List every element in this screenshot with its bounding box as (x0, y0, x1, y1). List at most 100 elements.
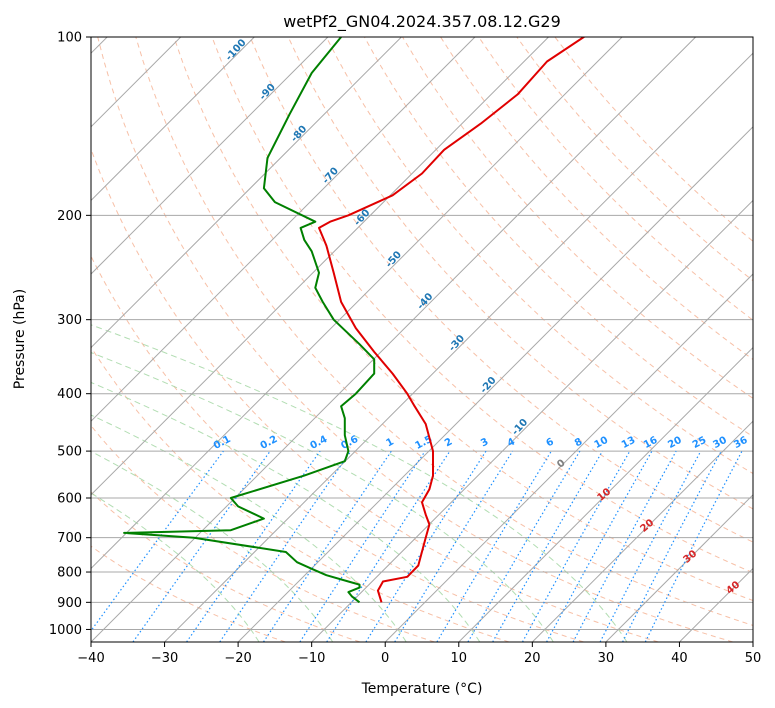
theta-label: -50 (384, 249, 404, 270)
theta-label: -60 (352, 208, 372, 229)
mixing-ratio-line (599, 450, 702, 642)
isotherm-line (91, 37, 255, 202)
moist-adiabat (91, 324, 628, 642)
isotherm-line (164, 52, 753, 642)
theta-label: -100 (224, 37, 249, 63)
theta-label: -80 (289, 124, 309, 145)
theta-label: -70 (321, 166, 341, 187)
isotherm-line (531, 420, 753, 642)
mixing-ratio-line (467, 450, 581, 642)
y-tick-label: 800 (57, 566, 82, 581)
isotherm-line (311, 199, 753, 642)
theta-label: -10 (510, 417, 530, 438)
theta-e-label: 0 (555, 458, 567, 471)
isotherm-line (91, 37, 696, 642)
mixing-ratio-line (91, 450, 224, 632)
x-tick-label: 50 (745, 651, 762, 666)
theta-label: -90 (258, 82, 278, 103)
moist-adiabat (91, 492, 260, 642)
grid-lines (91, 37, 753, 642)
x-tick-label: −30 (151, 651, 178, 666)
theta-e-line (97, 37, 734, 642)
mixing-ratio-line (365, 450, 487, 642)
mixing-ratio-lines (91, 450, 743, 642)
mixing-ratio-line (546, 450, 653, 642)
theta-label: -30 (447, 333, 467, 354)
mixing-ratio-label: 0.2 (259, 434, 280, 452)
mixing-ratio-line (572, 450, 677, 642)
mixing-ratio-line (644, 450, 743, 642)
axes: −40 −30 −20 −10 0 10 20 30 40 5010020030040050060… (49, 31, 761, 667)
mixing-ratio-label: 36 (732, 435, 749, 451)
x-tick-label: 40 (671, 651, 688, 666)
x-tick-label: 30 (598, 651, 615, 666)
mixing-ratio-label: 3 (479, 436, 490, 449)
mixing-ratio-line (521, 450, 631, 642)
theta-e-line (91, 491, 361, 642)
mixing-ratio-label: 0.4 (309, 434, 330, 452)
mixing-ratio-label: 8 (573, 436, 584, 449)
mixing-ratio-label: 20 (666, 435, 683, 451)
y-tick-label: 700 (57, 531, 82, 546)
theta-e-line (554, 37, 753, 242)
mixing-ratio-label: 6 (545, 436, 556, 449)
chart-title: wetPf2_GN04.2024.357.08.12.G29 (283, 12, 561, 32)
isotherm-line (91, 37, 329, 275)
mixing-ratio-label: 25 (691, 435, 708, 451)
x-tick-label: 0 (381, 651, 389, 666)
x-axis-label: Temperature (°C) (361, 681, 483, 697)
mixing-ratio-label: 4 (506, 436, 517, 449)
mixing-ratio-label: 1 (385, 436, 396, 449)
x-tick-label: −10 (298, 651, 325, 666)
theta-e-line (91, 147, 659, 642)
x-tick-label: −20 (224, 651, 251, 666)
y-tick-label: 400 (57, 387, 82, 402)
moist-adiabat (91, 381, 481, 642)
mixing-ratio-line (219, 450, 352, 642)
y-tick-label: 100 (57, 31, 82, 46)
isotherm-line (91, 37, 623, 570)
y-tick-label: 500 (57, 445, 82, 460)
x-tick-label: 10 (451, 651, 468, 666)
theta-e-line (478, 37, 753, 321)
moist-adiabat (91, 414, 407, 642)
moist-adiabat (91, 351, 554, 642)
mixing-ratio-label: 10 (593, 435, 610, 451)
theta-e-line (91, 346, 510, 642)
y-tick-label: 300 (57, 313, 82, 328)
y-axis-label: Pressure (hPa) (12, 289, 28, 389)
theta-label: -40 (415, 291, 435, 312)
theta-e-line (211, 37, 753, 574)
dewpoint-line (123, 37, 376, 604)
mixing-ratio-line (394, 450, 514, 642)
mixing-ratio-line (436, 450, 552, 642)
isotherm-line (384, 273, 753, 642)
isotherm-line (91, 37, 549, 496)
theta-e-line (325, 37, 753, 475)
theta-e-line (516, 37, 753, 282)
theta-e-line (91, 424, 435, 642)
isotherm-line (91, 37, 402, 349)
y-tick-label: 1000 (49, 623, 82, 638)
mixing-ratio-line (132, 450, 271, 642)
mixing-ratio-line (622, 450, 722, 642)
theta-e-line (440, 37, 753, 361)
theta-e-line (91, 545, 286, 642)
mixing-ratio-label: 2 (443, 436, 454, 449)
temperature-line (318, 37, 586, 603)
y-tick-label: 200 (57, 209, 82, 224)
y-tick-label: 900 (57, 596, 82, 611)
theta-e-label: 10 (596, 486, 614, 503)
mixing-ratio-label: 0.1 (212, 434, 233, 452)
theta-e-line (135, 37, 753, 626)
mixing-ratio-line (299, 450, 426, 642)
y-tick-label: 600 (57, 492, 82, 507)
mixing-ratio-label: 16 (642, 435, 659, 451)
theta-e-line (402, 37, 753, 399)
profile-series (123, 37, 586, 604)
isotherm-line (458, 346, 753, 642)
isotherm-line (605, 494, 753, 642)
mixing-ratio-line (186, 450, 321, 642)
background-lines (91, 37, 753, 642)
